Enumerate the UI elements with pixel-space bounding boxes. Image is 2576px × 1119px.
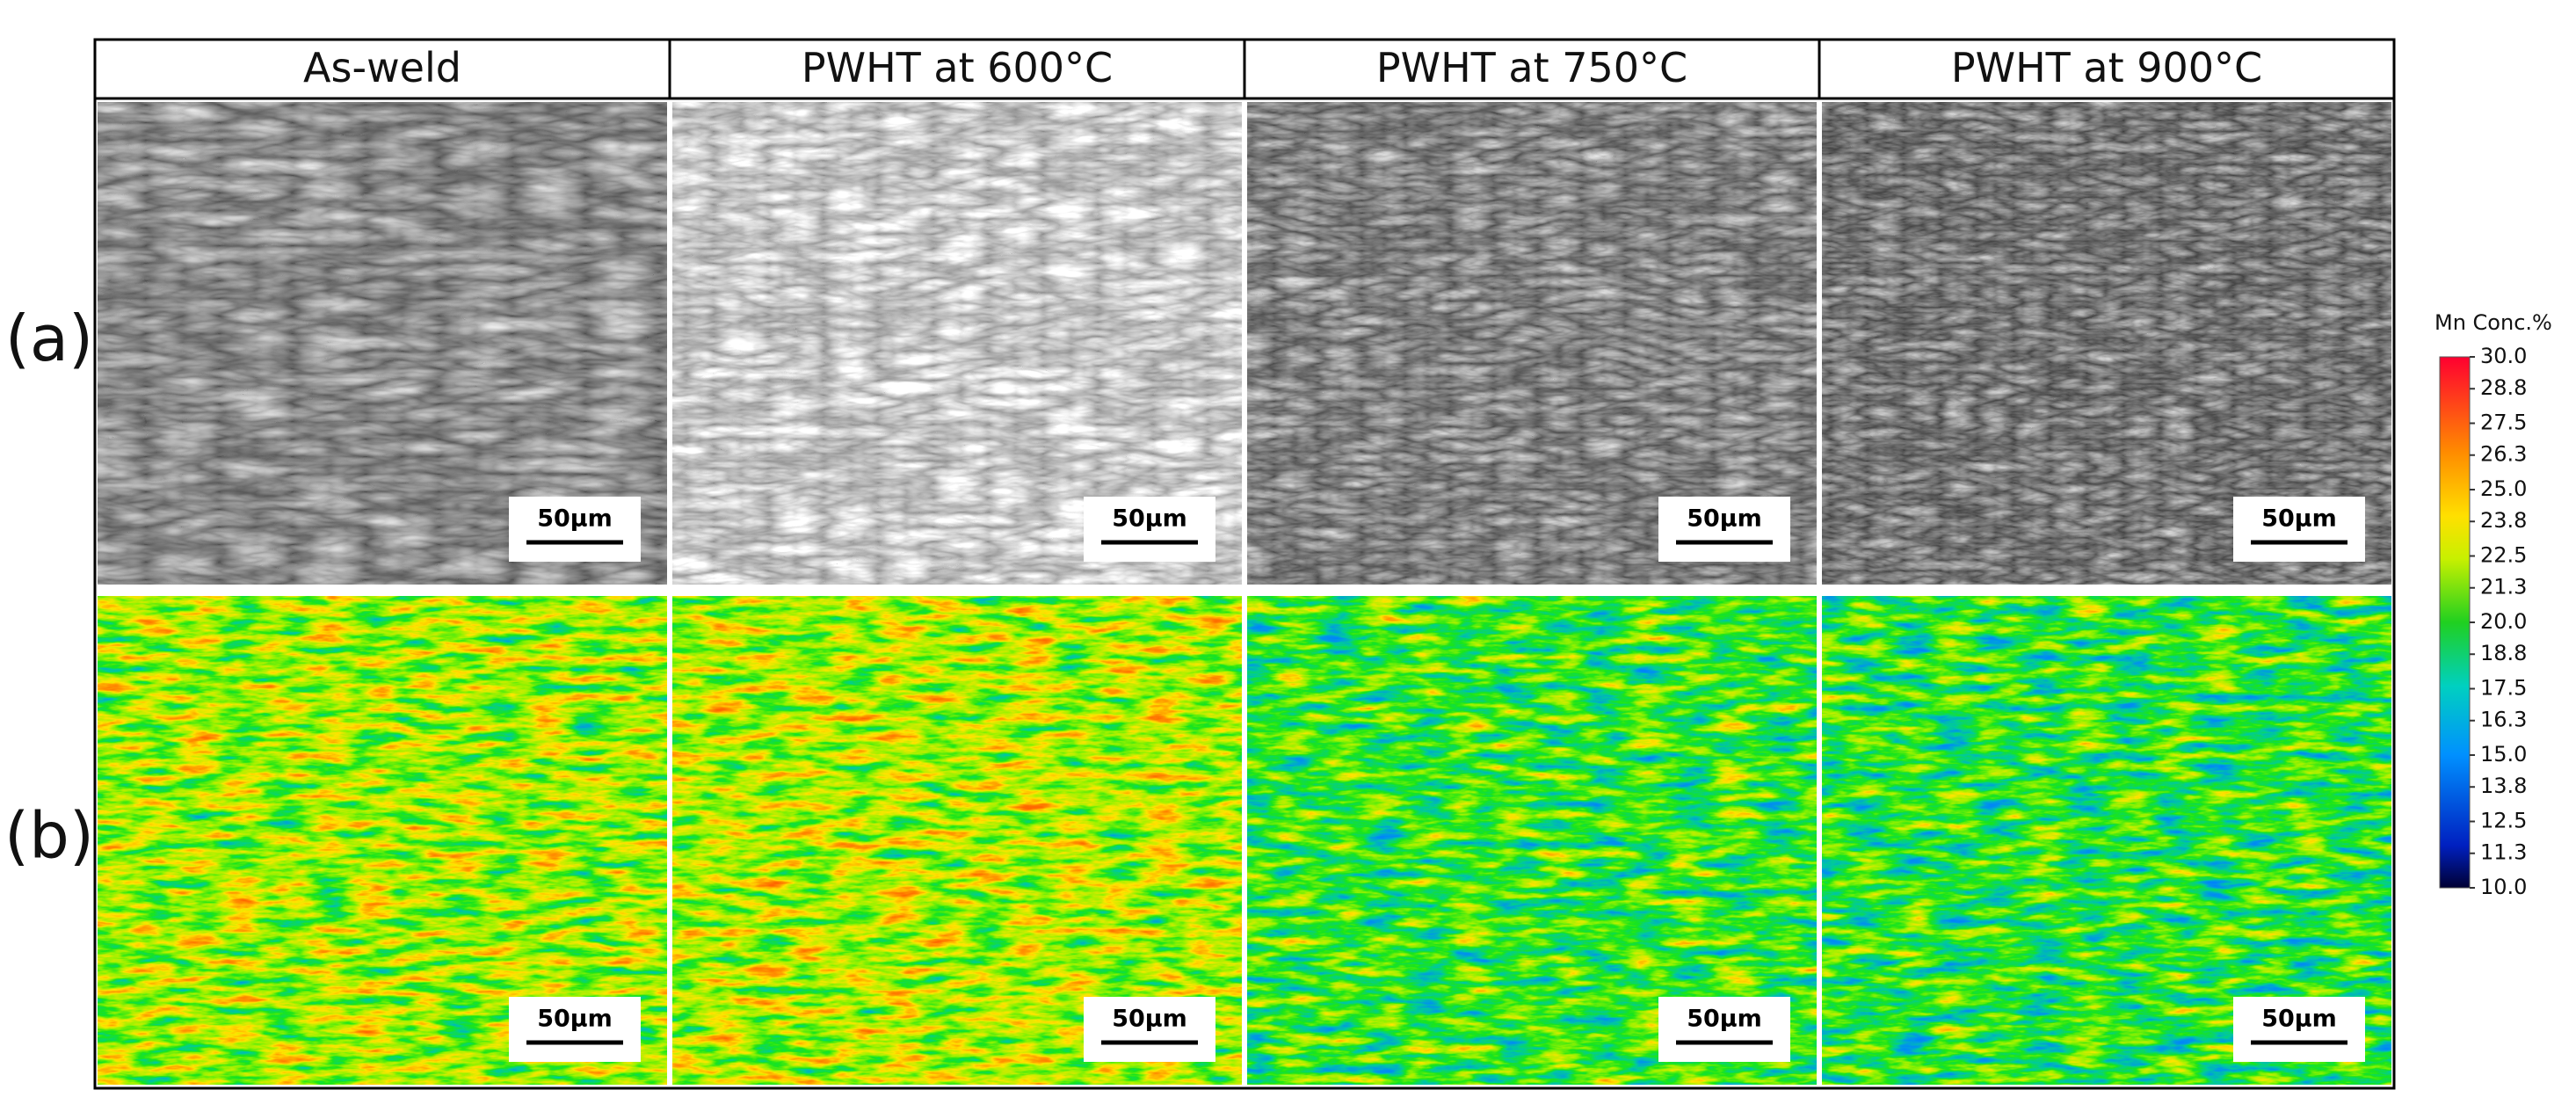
colorbar-tick-label: 17.5 bbox=[2480, 676, 2527, 701]
colorbar bbox=[2439, 356, 2471, 889]
scale-bar-label: 50μm bbox=[1687, 505, 1762, 533]
column-header: PWHT at 750°C bbox=[1376, 44, 1687, 91]
colorbar-tick-label: 18.8 bbox=[2480, 641, 2527, 665]
scale-bar-label: 50μm bbox=[2261, 1006, 2337, 1033]
scale-bar-box bbox=[1084, 497, 1215, 562]
row-label: (b) bbox=[4, 799, 94, 873]
colorbar-tick-label: 16.3 bbox=[2480, 708, 2527, 732]
colorbar-tick-label: 22.5 bbox=[2480, 543, 2527, 568]
colorbar-tick-label: 13.8 bbox=[2480, 774, 2527, 798]
column-header: PWHT at 900°C bbox=[1951, 44, 2262, 91]
scale-bar-label: 50μm bbox=[2261, 505, 2337, 533]
colorbar-tick-label: 27.5 bbox=[2480, 411, 2527, 435]
colorbar-tick-label: 21.3 bbox=[2480, 575, 2527, 599]
scale-bar-label: 50μm bbox=[537, 505, 613, 533]
scale-bar-box bbox=[2233, 997, 2365, 1062]
scale-bar-label: 50μm bbox=[1112, 505, 1187, 533]
row-label: (a) bbox=[5, 302, 93, 375]
scale-bar-box bbox=[1658, 997, 1790, 1062]
colorbar-tick-label: 15.0 bbox=[2480, 742, 2527, 767]
colorbar-tick-label: 25.0 bbox=[2480, 476, 2527, 501]
colorbar-tick-label: 10.0 bbox=[2480, 875, 2527, 899]
scale-bar-box bbox=[509, 497, 641, 562]
colorbar-tick-label: 12.5 bbox=[2480, 809, 2527, 833]
colorbar-tick-label: 30.0 bbox=[2480, 344, 2527, 368]
colorbar-tick-label: 11.3 bbox=[2480, 840, 2527, 865]
scale-bar-box bbox=[1658, 497, 1790, 562]
colorbar-tick-label: 20.0 bbox=[2480, 609, 2527, 634]
scale-bar-box bbox=[1084, 997, 1215, 1062]
column-header: As-weld bbox=[303, 44, 461, 91]
scale-bar-box bbox=[509, 997, 641, 1062]
scale-bar-label: 50μm bbox=[537, 1006, 613, 1033]
colorbar-tick-label: 26.3 bbox=[2480, 442, 2527, 467]
scale-bar-label: 50μm bbox=[1112, 1006, 1187, 1033]
scale-bar-label: 50μm bbox=[1687, 1006, 1762, 1033]
colorbar-title: Mn Conc.% bbox=[2435, 310, 2552, 335]
colorbar-tick-label: 23.8 bbox=[2480, 508, 2527, 533]
column-header: PWHT at 600°C bbox=[802, 44, 1113, 91]
colorbar-tick-label: 28.8 bbox=[2480, 375, 2527, 400]
scale-bar-box bbox=[2233, 497, 2365, 562]
